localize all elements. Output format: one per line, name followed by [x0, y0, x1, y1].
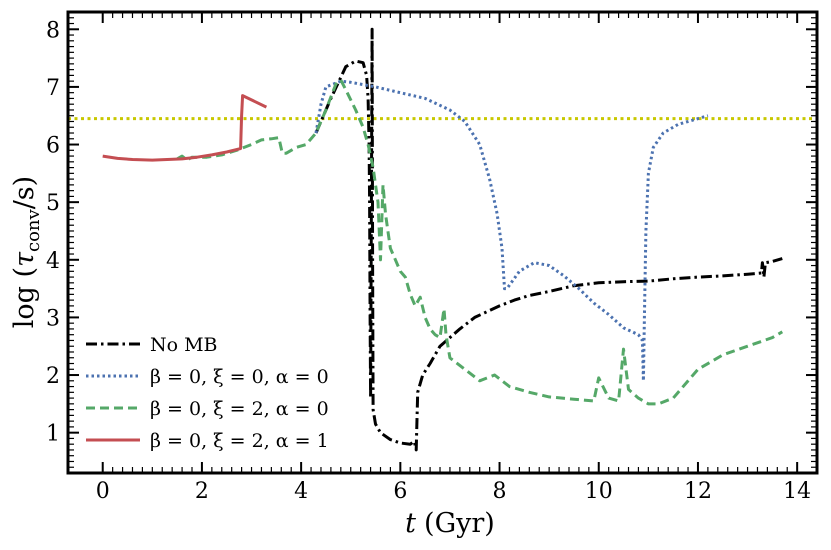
y-tick-label: 1 — [46, 422, 60, 447]
y-axis-label: log (τconv/s) — [9, 176, 44, 328]
legend-label-2: β = 0, ξ = 2, α = 0 — [150, 398, 329, 420]
legend: No MB β = 0, ξ = 0, α = 0 β = 0, ξ = 2, α … — [86, 334, 329, 452]
legend-label-0: No MB — [150, 334, 218, 356]
plot-area — [68, 27, 817, 452]
x-tick-label: 2 — [195, 479, 209, 504]
y-tick-label: 4 — [46, 249, 60, 274]
y-tick-label: 5 — [46, 191, 60, 216]
legend-label-3: β = 0, ξ = 2, α = 1 — [150, 430, 329, 452]
y-tick-label: 3 — [46, 306, 60, 331]
x-tick-label: 4 — [294, 479, 308, 504]
x-tick-label: 8 — [493, 479, 507, 504]
legend-label-1: β = 0, ξ = 0, α = 0 — [150, 366, 329, 388]
y-tick-label: 8 — [46, 18, 60, 43]
series-line-2 — [176, 78, 784, 406]
series-line-3 — [102, 94, 268, 162]
x-axis-label: t (Gyr) — [405, 508, 495, 539]
series-line-1 — [314, 79, 709, 383]
series-line-0 — [314, 27, 783, 452]
x-tick-label: 0 — [96, 479, 110, 504]
x-tick-label: 6 — [393, 479, 407, 504]
y-tick-label: 7 — [46, 76, 60, 101]
y-tick-label: 6 — [46, 134, 60, 159]
y-tick-label: 2 — [46, 364, 60, 389]
x-tick-label: 12 — [684, 479, 712, 504]
x-tick-label: 14 — [783, 479, 811, 504]
x-tick-label: 10 — [585, 479, 613, 504]
